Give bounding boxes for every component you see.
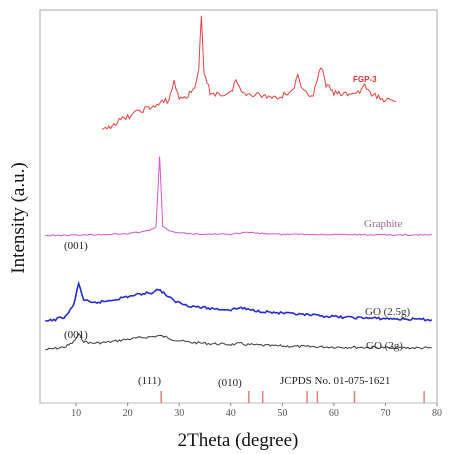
series-line-go-2g xyxy=(45,332,432,351)
y-axis-title: Intensity (a.u.) xyxy=(8,162,29,273)
series-line-fgp-3 xyxy=(101,15,397,130)
label-go-2g: GO (2g) xyxy=(366,340,403,352)
annotation-010: (010) xyxy=(218,377,242,389)
label-graphite: Graphite xyxy=(364,218,403,230)
x-tick-label: 10 xyxy=(71,408,81,419)
label-go-2-5g: GO (2.5g) xyxy=(365,306,411,318)
x-ticks: 10 20 30 40 50 60 70 80 xyxy=(71,403,442,419)
x-tick-label: 20 xyxy=(123,408,133,419)
series-group xyxy=(44,15,433,351)
x-tick-label: 80 xyxy=(432,408,442,419)
annotation-001-upper: (001) xyxy=(64,240,88,252)
jcpds-label: JCPDS No. 01-075-1621 xyxy=(280,375,390,387)
series-line-graphite xyxy=(45,156,432,237)
label-fgp-3: FGP-3 xyxy=(353,75,377,84)
x-tick-label: 40 xyxy=(226,408,236,419)
x-tick-label: 70 xyxy=(380,408,390,419)
x-tick-label: 60 xyxy=(329,408,339,419)
x-axis-title: 2Theta (degree) xyxy=(178,430,299,451)
annotation-001-lower: (001) xyxy=(64,329,88,341)
x-tick-label: 50 xyxy=(277,408,287,419)
annotation-111: (111) xyxy=(138,375,161,387)
series-line-go-2-5g xyxy=(44,280,433,322)
x-tick-label: 30 xyxy=(174,408,184,419)
reference-lines xyxy=(160,391,425,403)
